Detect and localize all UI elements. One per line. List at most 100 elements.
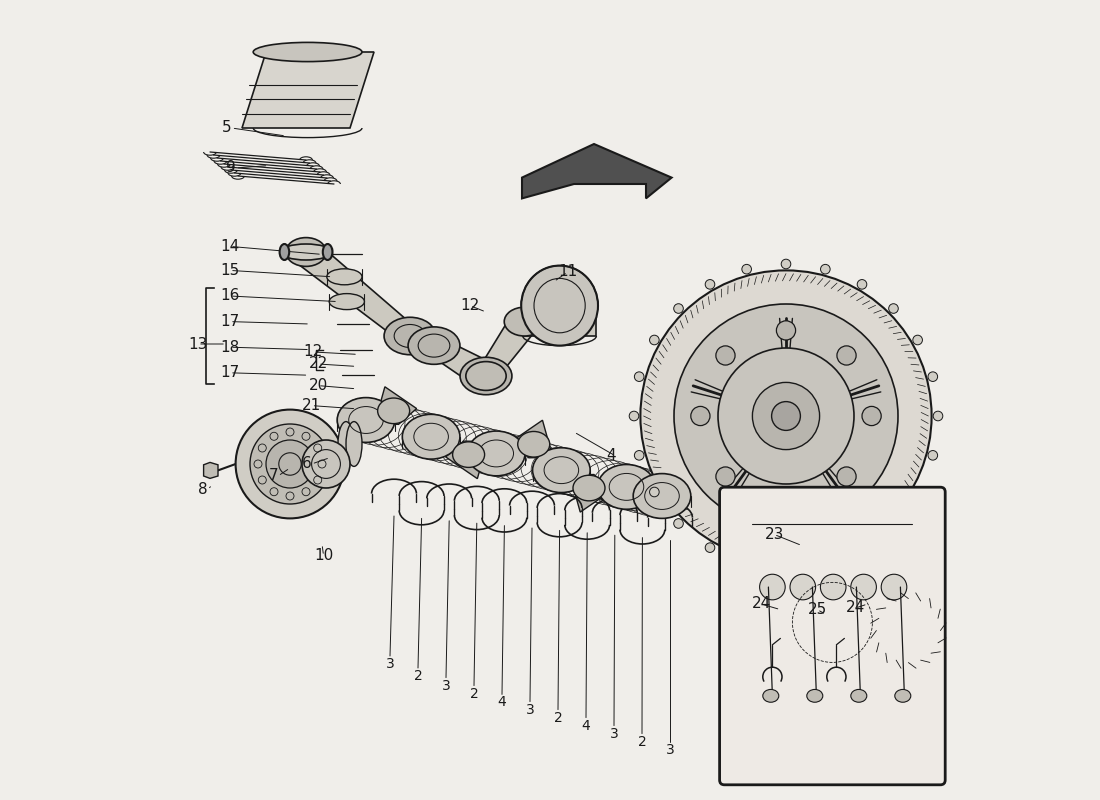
Ellipse shape xyxy=(403,414,460,459)
Polygon shape xyxy=(297,241,416,344)
Ellipse shape xyxy=(857,279,867,289)
Ellipse shape xyxy=(913,335,923,345)
Ellipse shape xyxy=(781,259,791,269)
Ellipse shape xyxy=(674,304,898,528)
Ellipse shape xyxy=(741,558,751,568)
Ellipse shape xyxy=(338,398,395,442)
Ellipse shape xyxy=(302,440,350,488)
Ellipse shape xyxy=(837,346,856,365)
Ellipse shape xyxy=(762,690,779,702)
Ellipse shape xyxy=(821,558,830,568)
Text: 24: 24 xyxy=(751,597,771,611)
Text: 5: 5 xyxy=(222,121,232,135)
Ellipse shape xyxy=(857,543,867,553)
Ellipse shape xyxy=(821,264,830,274)
Ellipse shape xyxy=(781,563,791,573)
Polygon shape xyxy=(429,337,493,389)
Ellipse shape xyxy=(377,398,409,424)
Ellipse shape xyxy=(384,318,436,354)
Ellipse shape xyxy=(650,487,659,497)
Text: 12: 12 xyxy=(304,345,323,359)
Text: 12: 12 xyxy=(461,298,480,313)
Ellipse shape xyxy=(634,474,691,518)
Polygon shape xyxy=(522,144,672,198)
Ellipse shape xyxy=(933,411,943,421)
Ellipse shape xyxy=(691,406,710,426)
Ellipse shape xyxy=(705,279,715,289)
Text: 2: 2 xyxy=(846,553,856,567)
Ellipse shape xyxy=(532,448,591,493)
Ellipse shape xyxy=(928,372,937,382)
Ellipse shape xyxy=(718,348,854,484)
Ellipse shape xyxy=(741,264,751,274)
Text: 2: 2 xyxy=(553,710,562,725)
Polygon shape xyxy=(522,306,596,336)
Polygon shape xyxy=(570,474,612,512)
Text: 4: 4 xyxy=(606,449,616,463)
Text: 4: 4 xyxy=(582,718,591,733)
Ellipse shape xyxy=(346,422,362,466)
Text: 7: 7 xyxy=(268,469,278,483)
Ellipse shape xyxy=(465,362,506,390)
Ellipse shape xyxy=(408,327,460,364)
Polygon shape xyxy=(242,52,374,128)
Ellipse shape xyxy=(504,307,544,336)
Ellipse shape xyxy=(338,422,354,466)
Text: 3: 3 xyxy=(386,657,395,671)
Ellipse shape xyxy=(280,244,331,260)
Ellipse shape xyxy=(327,269,362,285)
Ellipse shape xyxy=(806,690,823,702)
Polygon shape xyxy=(375,386,417,424)
Ellipse shape xyxy=(640,270,932,562)
Ellipse shape xyxy=(650,335,659,345)
Ellipse shape xyxy=(235,410,344,518)
Ellipse shape xyxy=(850,574,877,600)
Ellipse shape xyxy=(452,442,485,467)
Ellipse shape xyxy=(266,440,314,488)
Text: 17: 17 xyxy=(220,314,240,329)
Text: 10: 10 xyxy=(314,549,333,563)
Text: 14: 14 xyxy=(220,239,240,254)
Text: 3: 3 xyxy=(441,678,450,693)
Text: 2: 2 xyxy=(414,669,422,683)
Text: 17: 17 xyxy=(220,366,240,380)
Ellipse shape xyxy=(716,467,735,486)
Text: 8: 8 xyxy=(198,482,208,497)
Ellipse shape xyxy=(889,518,899,528)
FancyBboxPatch shape xyxy=(719,487,945,785)
Text: 18: 18 xyxy=(220,340,240,354)
Ellipse shape xyxy=(777,321,795,340)
Ellipse shape xyxy=(928,450,937,460)
Ellipse shape xyxy=(777,492,795,511)
Text: 23: 23 xyxy=(764,527,784,542)
Ellipse shape xyxy=(705,543,715,553)
Ellipse shape xyxy=(771,402,801,430)
Text: 16: 16 xyxy=(220,289,240,303)
Ellipse shape xyxy=(250,424,330,504)
Ellipse shape xyxy=(253,42,362,62)
Ellipse shape xyxy=(573,475,605,501)
Ellipse shape xyxy=(881,574,906,600)
Text: 21: 21 xyxy=(302,398,321,413)
Ellipse shape xyxy=(597,465,656,510)
Ellipse shape xyxy=(716,346,735,365)
Text: 2: 2 xyxy=(638,734,647,749)
Ellipse shape xyxy=(913,487,923,497)
Polygon shape xyxy=(446,441,487,478)
Ellipse shape xyxy=(279,244,289,260)
Ellipse shape xyxy=(286,238,327,266)
Polygon shape xyxy=(204,462,218,478)
Ellipse shape xyxy=(837,467,856,486)
Text: 3: 3 xyxy=(526,702,535,717)
Text: 20: 20 xyxy=(308,378,328,393)
Text: 1: 1 xyxy=(846,577,856,591)
Text: 2: 2 xyxy=(470,686,478,701)
Ellipse shape xyxy=(460,358,512,394)
Text: 3: 3 xyxy=(846,525,856,539)
Ellipse shape xyxy=(635,372,643,382)
Ellipse shape xyxy=(329,294,364,310)
Ellipse shape xyxy=(790,574,815,600)
Polygon shape xyxy=(510,420,553,458)
Ellipse shape xyxy=(468,431,525,476)
Ellipse shape xyxy=(521,266,598,346)
